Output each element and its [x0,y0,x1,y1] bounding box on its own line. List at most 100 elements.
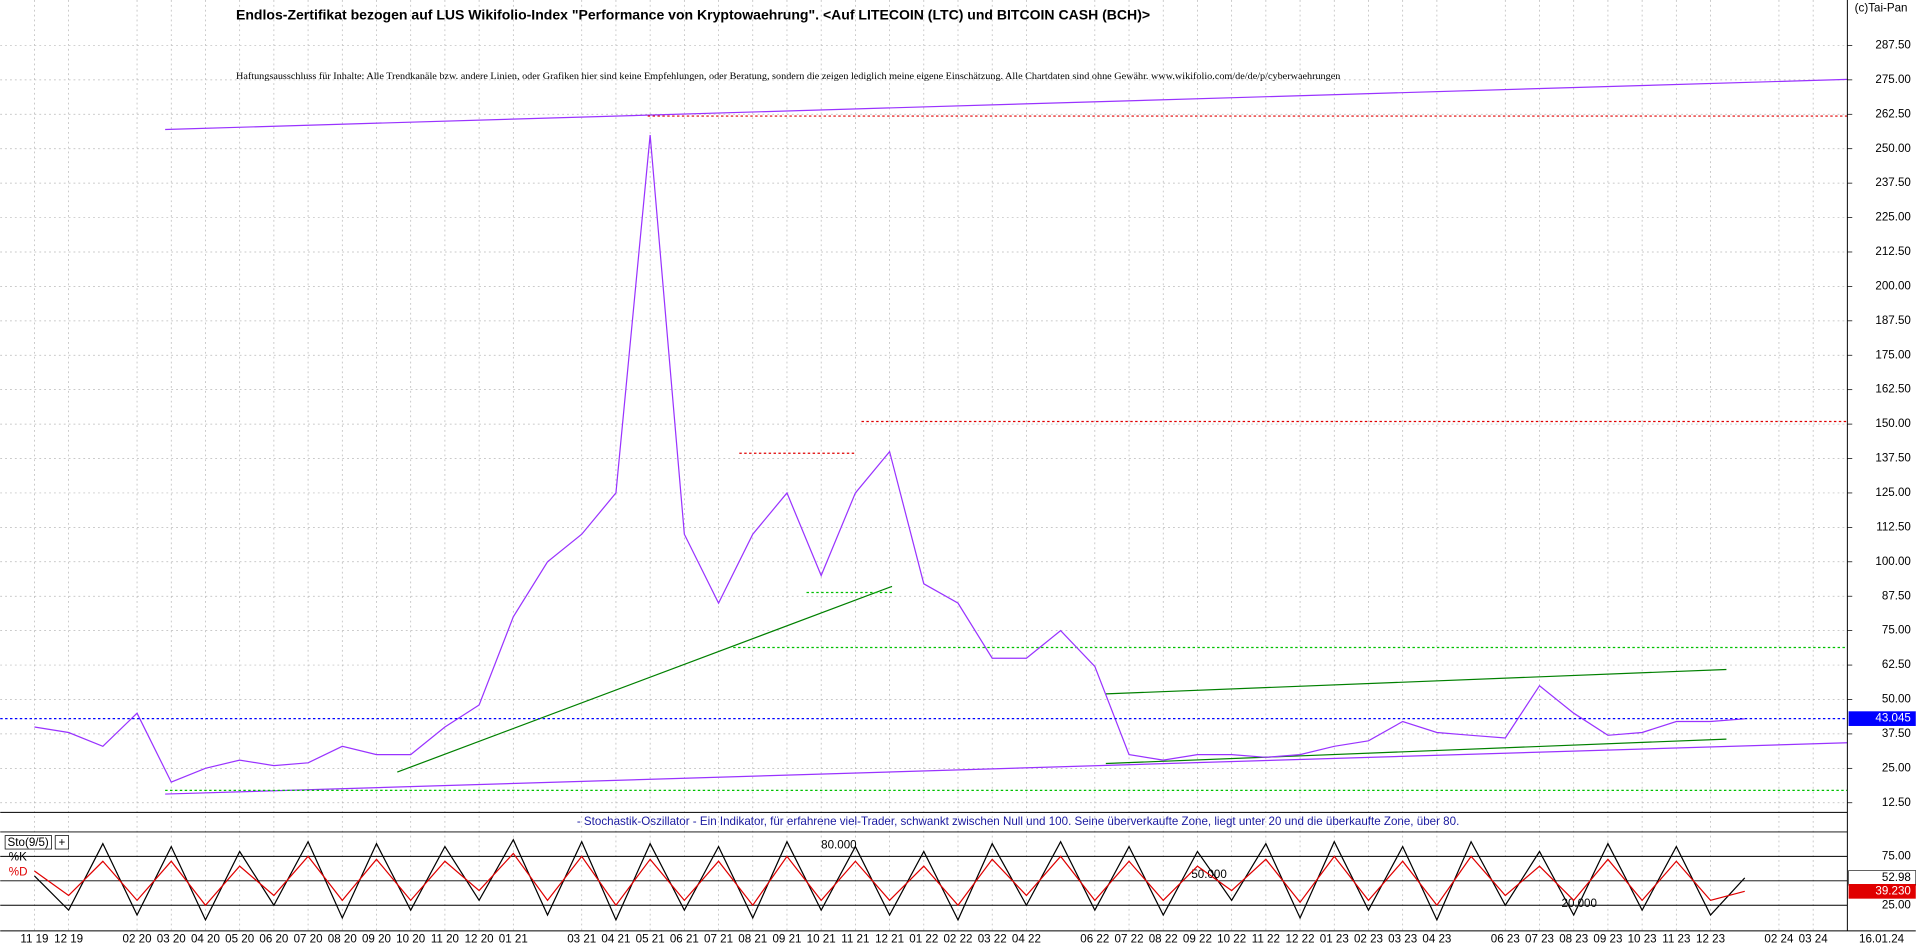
x-tick-label: 10 21 [807,933,836,946]
y-tick-label: 75.00 [1882,624,1911,637]
y-tick-label: 237.50 [1875,176,1910,189]
x-tick-label: 10 20 [396,933,425,946]
trend-line [397,585,893,773]
x-tick-label: 01 23 [1320,933,1349,946]
y-tick-label: 175.00 [1875,348,1910,361]
y-tick-label: 37.50 [1882,727,1911,740]
x-tick-label: 03 24 [1799,933,1829,946]
y-tick-label: 137.50 [1875,452,1910,465]
indicator-title: Sto(9/5) [8,836,49,849]
x-tick-label: 09 20 [362,933,391,946]
x-tick-label: 03 21 [567,933,596,946]
x-tick-label: 11 23 [1662,933,1690,946]
x-tick-label: 11 20 [431,933,459,946]
y-tick-label: 150.00 [1875,417,1910,430]
x-tick-label: 12 23 [1696,933,1725,946]
x-tick-label: 11 21 [841,933,869,946]
x-tick-label: 05 21 [636,933,665,946]
x-tick-label: 07 23 [1525,933,1554,946]
x-tick-label: 03 22 [978,933,1007,946]
x-tick-label: 04 23 [1422,933,1451,946]
x-tick-label: 12 20 [465,933,494,946]
y-tick-label: 12.50 [1882,796,1911,809]
x-tick-label: 01 22 [909,933,938,946]
y-tick-label: 262.50 [1875,107,1910,120]
y-tick-label: 100.00 [1875,555,1910,568]
x-tick-label: 12 19 [54,933,83,946]
x-tick-label: 02 23 [1354,933,1383,946]
last-value-label: 39.230 [1875,884,1910,897]
data-line [34,852,1745,907]
y-tick-label: 87.50 [1882,589,1911,602]
y-tick-label: 162.50 [1875,383,1910,396]
y-tick-label: 250.00 [1875,142,1910,155]
legend-label: %K [9,851,27,864]
x-tick-label: 08 20 [328,933,357,946]
annotation: 80.000 [821,838,856,851]
last-date-label: 16.01.24 [1859,933,1905,946]
last-value-box [1848,884,1916,899]
y-tick-label: 200.00 [1875,279,1910,292]
y-tick-label: 75.00 [1882,849,1911,862]
copyright: (c)Tai-Pan [1855,2,1908,15]
x-tick-label: 11 22 [1252,933,1280,946]
y-tick-label: 25.00 [1882,898,1911,911]
x-tick-label: 09 21 [772,933,801,946]
x-tick-label: 08 23 [1559,933,1588,946]
x-tick-label: 03 23 [1388,933,1417,946]
data-line [34,838,1746,922]
trend-lines [165,78,1848,795]
indicator-button-icon: + [59,836,66,849]
trend-line [1105,738,1727,765]
trend-line [165,742,1848,795]
x-tick-label: 12 21 [875,933,904,946]
last-value-label: 52.98 [1882,871,1911,884]
x-tick-label: 03 20 [157,933,186,946]
x-tick-label: 09 23 [1593,933,1622,946]
grid [0,0,1848,931]
trend-line [165,78,1848,131]
y-tick-label: 187.50 [1875,314,1910,327]
x-tick-label: 04 20 [191,933,220,946]
indicator-note: - Stochastik-Oszillator - Ein Indikator,… [577,815,1459,828]
x-tick-label: 07 21 [704,933,733,946]
last-value-label: 43.045 [1875,712,1910,725]
x-tick-label: 06 20 [259,933,288,946]
x-tick-label: 10 23 [1628,933,1657,946]
x-tick-label: 07 22 [1115,933,1144,946]
x-tick-label: 04 22 [1012,933,1041,946]
disclaimer: Haftungsausschluss für Inhalte: Alle Tre… [236,71,1340,82]
y-tick-label: 62.50 [1882,658,1911,671]
x-tick-label: 06 23 [1491,933,1520,946]
x-tick-label: 08 21 [738,933,767,946]
x-tick-label: 01 21 [499,933,528,946]
x-tick-label: 06 22 [1080,933,1109,946]
data-line [34,134,1745,783]
y-tick-label: 275.00 [1875,73,1910,86]
y-tick-label: 225.00 [1875,211,1910,224]
x-tick-label: 09 22 [1183,933,1212,946]
y-tick-label: 112.50 [1876,520,1911,533]
x-tick-label: 06 21 [670,933,699,946]
x-tick-label: 04 21 [601,933,630,946]
y-tick-label: 212.50 [1875,245,1910,258]
trend-line [1105,668,1727,695]
y-tick-label: 25.00 [1882,761,1911,774]
y-tick-label: 50.00 [1882,693,1911,706]
legend-label: %D [9,865,28,878]
indicator-box [4,835,52,850]
x-tick-label: 12 22 [1286,933,1315,946]
x-tick-label: 02 20 [123,933,152,946]
y-tick-label: 125.00 [1875,486,1910,499]
x-tick-label: 02 24 [1764,933,1794,946]
x-tick-label: 07 20 [294,933,323,946]
x-tick-label: 05 20 [225,933,254,946]
x-tick-label: 10 22 [1217,933,1246,946]
last-value-box [1848,711,1916,726]
x-tick-label: 11 19 [20,933,48,946]
x-tick-label: 02 22 [943,933,972,946]
indicator-button[interactable] [54,835,70,850]
x-tick-label: 08 22 [1149,933,1178,946]
y-tick-label: 287.50 [1875,39,1910,52]
